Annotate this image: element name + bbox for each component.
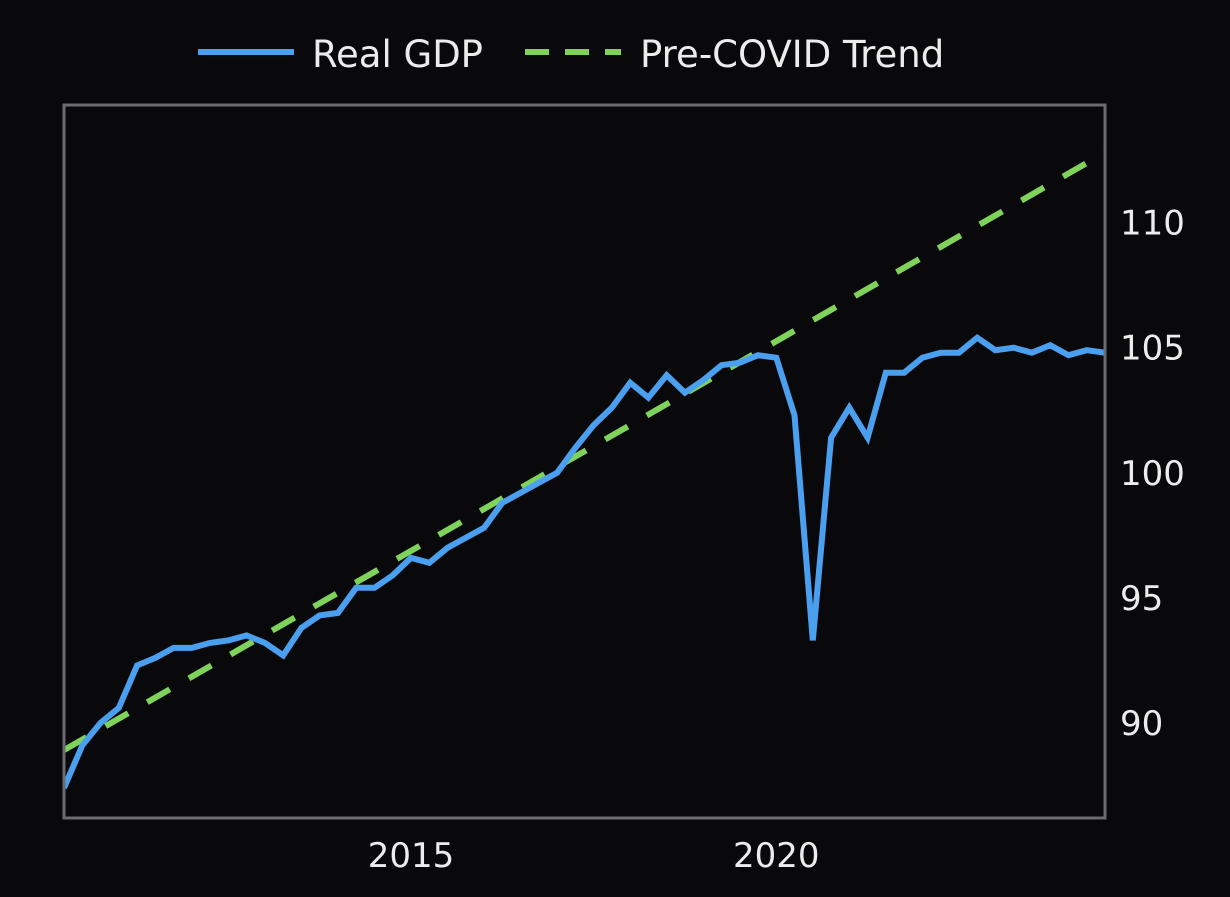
plot-frame xyxy=(62,103,1107,820)
plot-area xyxy=(62,103,1107,820)
y-axis: 90 95 100 105 110 xyxy=(1120,204,1185,744)
legend-label-real-gdp: Real GDP xyxy=(312,33,483,76)
y-tick-label: 95 xyxy=(1120,579,1163,619)
x-tick-label: 2020 xyxy=(733,836,820,876)
y-tick-label: 90 xyxy=(1120,704,1163,744)
series-real-gdp xyxy=(64,333,1104,790)
x-tick-label: 2015 xyxy=(368,836,455,876)
y-tick-label: 105 xyxy=(1120,329,1185,369)
y-tick-label: 110 xyxy=(1120,204,1185,244)
legend: Real GDP Pre-COVID Trend xyxy=(198,33,944,76)
series-pre-covid-trend xyxy=(64,149,1104,753)
x-axis: 2015 2020 xyxy=(368,836,820,876)
y-tick-label: 100 xyxy=(1120,454,1185,494)
legend-label-trend: Pre-COVID Trend xyxy=(640,33,944,76)
